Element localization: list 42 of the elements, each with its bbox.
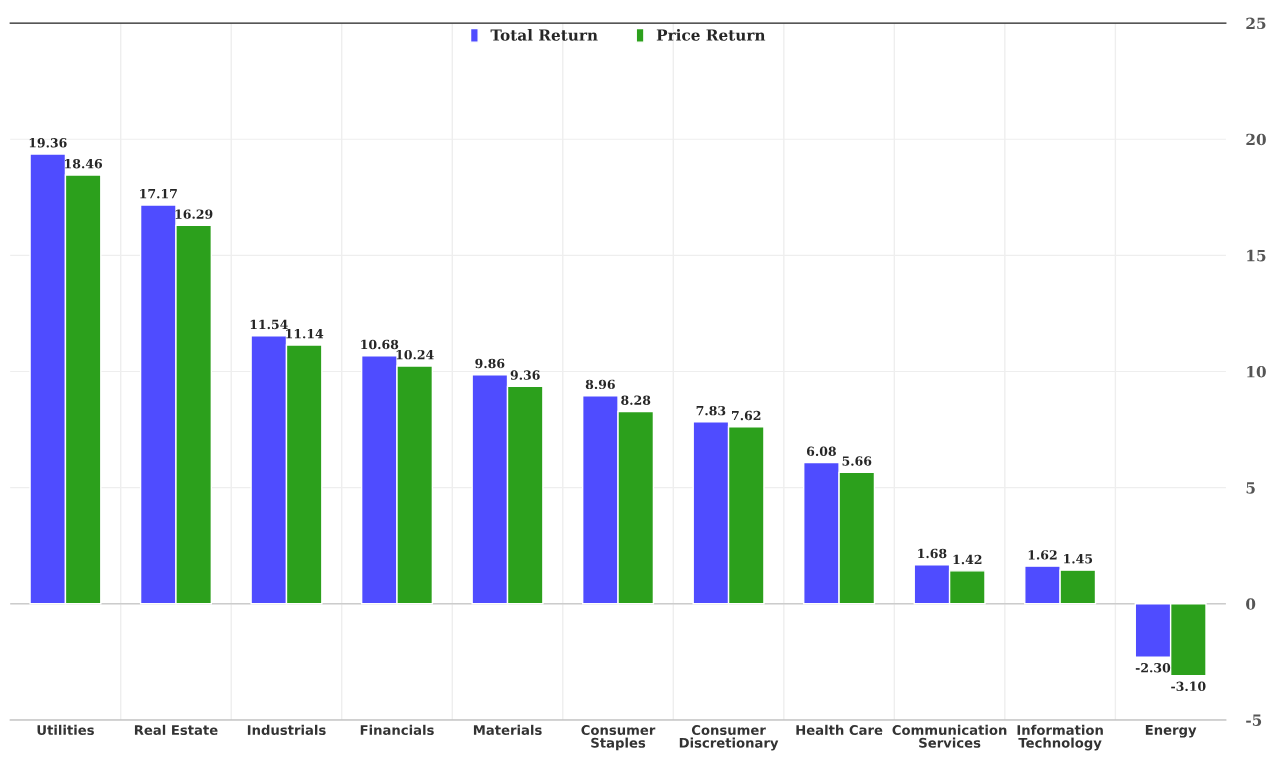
x-tick-label: Communication Services: [892, 724, 1007, 748]
data-label: 1.62: [1028, 550, 1057, 560]
data-label: 5.66: [842, 456, 872, 466]
x-tick-label: Financials: [360, 724, 434, 736]
y-tick-label: 0: [1246, 598, 1256, 610]
data-label: 7.83: [696, 405, 726, 416]
y-tick-label: 20: [1246, 133, 1266, 146]
x-tick-label: Industrials: [247, 724, 326, 736]
data-label: 10.24: [396, 349, 434, 360]
y-tick-label: 15: [1247, 249, 1266, 262]
data-label: 8.96: [585, 379, 615, 390]
data-label: 19.36: [29, 138, 67, 148]
data-label: -2.30: [1135, 663, 1171, 673]
y-tick-label: 10: [1247, 365, 1266, 378]
y-tick-label: 5: [1246, 482, 1255, 494]
x-tick-label: Energy: [1145, 725, 1197, 738]
data-label: 9.86: [475, 358, 505, 369]
legend-label: Price Return: [656, 28, 766, 41]
y-tick-label: -5: [1246, 714, 1262, 726]
data-label: 11.54: [250, 319, 288, 330]
data-label: 6.08: [806, 446, 836, 456]
data-label: 11.14: [286, 329, 324, 339]
data-label: 18.46: [65, 158, 103, 169]
data-label: 1.68: [918, 548, 947, 559]
data-label: 9.36: [510, 370, 540, 380]
x-tick-label: Information Technology: [1017, 724, 1103, 751]
y-tick-label: 25: [1246, 17, 1266, 30]
x-tick-label: Health Care: [796, 724, 883, 736]
data-label: 8.28: [621, 395, 651, 405]
data-label: 7.62: [732, 410, 761, 421]
legend-label: Total Return: [490, 28, 598, 41]
x-tick-label: Materials: [473, 724, 542, 736]
x-tick-label: Consumer Discretionary: [679, 725, 779, 751]
x-tick-label: Consumer Staples: [581, 725, 656, 751]
data-label: 1.42: [953, 554, 982, 565]
data-label: 16.29: [175, 209, 213, 219]
data-label: -3.10: [1171, 681, 1206, 692]
x-tick-label: Real Estate: [134, 724, 218, 736]
data-label: 1.45: [1064, 554, 1093, 564]
x-tick-label: Utilities: [37, 724, 94, 736]
data-label: 10.68: [361, 339, 399, 350]
data-label: 17.17: [140, 188, 177, 199]
